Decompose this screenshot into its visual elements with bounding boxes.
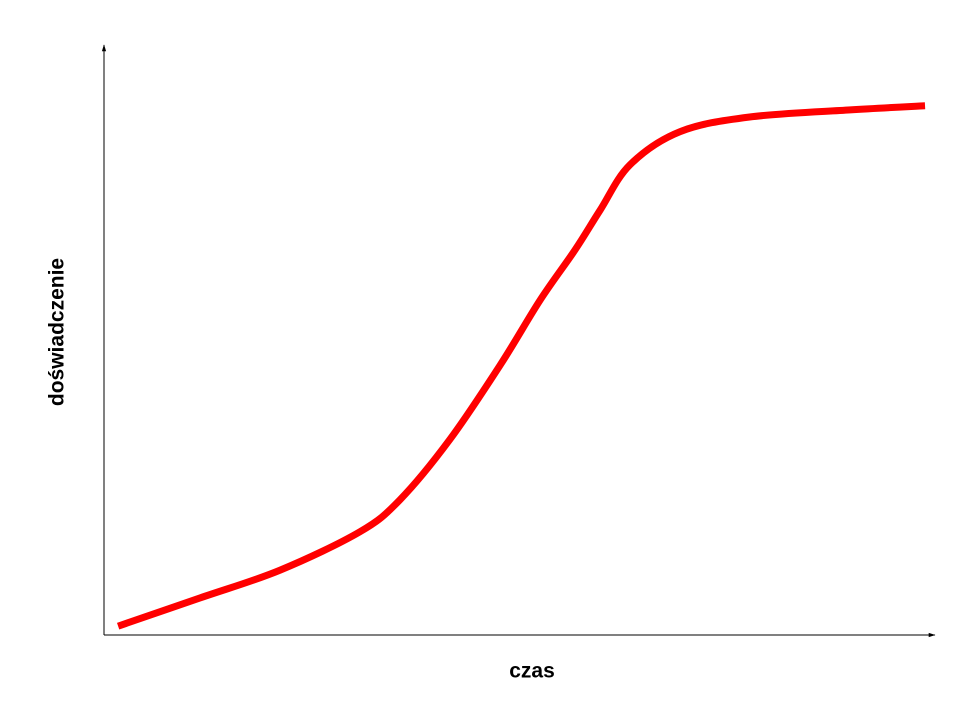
data-line <box>116 102 926 630</box>
y-axis-label: doświadczenie <box>46 258 69 406</box>
x-axis-label: czas <box>509 660 555 683</box>
